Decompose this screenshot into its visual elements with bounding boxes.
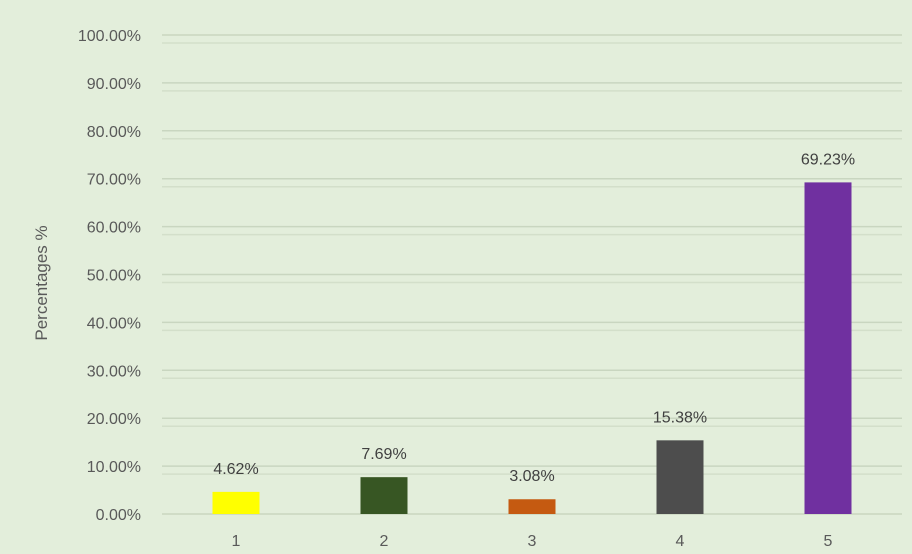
y-axis-ticks: 0.00% 10.00% 20.00% 30.00% 40.00% 50.00% 60.00…: [78, 28, 141, 524]
data-label-4: 15.38%: [653, 409, 707, 426]
x-tick-label: 3: [528, 533, 537, 550]
y-tick-label: 20.00%: [87, 411, 141, 428]
bar-3: [508, 499, 556, 514]
data-label-2: 7.69%: [361, 446, 406, 463]
y-tick-label: 80.00%: [87, 124, 141, 141]
data-labels: 4.62% 7.69% 3.08% 15.38% 69.23%: [213, 151, 855, 485]
y-tick-label: 40.00%: [87, 315, 141, 332]
x-tick-label: 4: [676, 533, 685, 550]
gridlines: [162, 34, 902, 515]
x-axis-ticks: 1 2 3 4 5: [232, 533, 833, 550]
bar-1: [212, 491, 260, 514]
bars: [212, 182, 852, 514]
x-tick-label: 2: [380, 533, 389, 550]
bar-5: [804, 182, 852, 514]
bar-4: [656, 440, 704, 514]
y-tick-label: 0.00%: [96, 507, 141, 524]
y-axis-title: Percentages %: [32, 225, 51, 340]
y-tick-label: 60.00%: [87, 220, 141, 237]
y-tick-label: 90.00%: [87, 76, 141, 93]
y-tick-label: 30.00%: [87, 363, 141, 380]
data-label-3: 3.08%: [509, 468, 554, 485]
x-tick-label: 1: [232, 533, 241, 550]
y-tick-label: 50.00%: [87, 268, 141, 285]
bar-2: [360, 477, 408, 514]
y-tick-label: 70.00%: [87, 172, 141, 189]
data-label-1: 4.62%: [213, 461, 258, 478]
y-tick-label: 10.00%: [87, 459, 141, 476]
y-tick-label: 100.00%: [78, 28, 141, 45]
data-label-5: 69.23%: [801, 151, 855, 168]
x-tick-label: 5: [824, 533, 833, 550]
